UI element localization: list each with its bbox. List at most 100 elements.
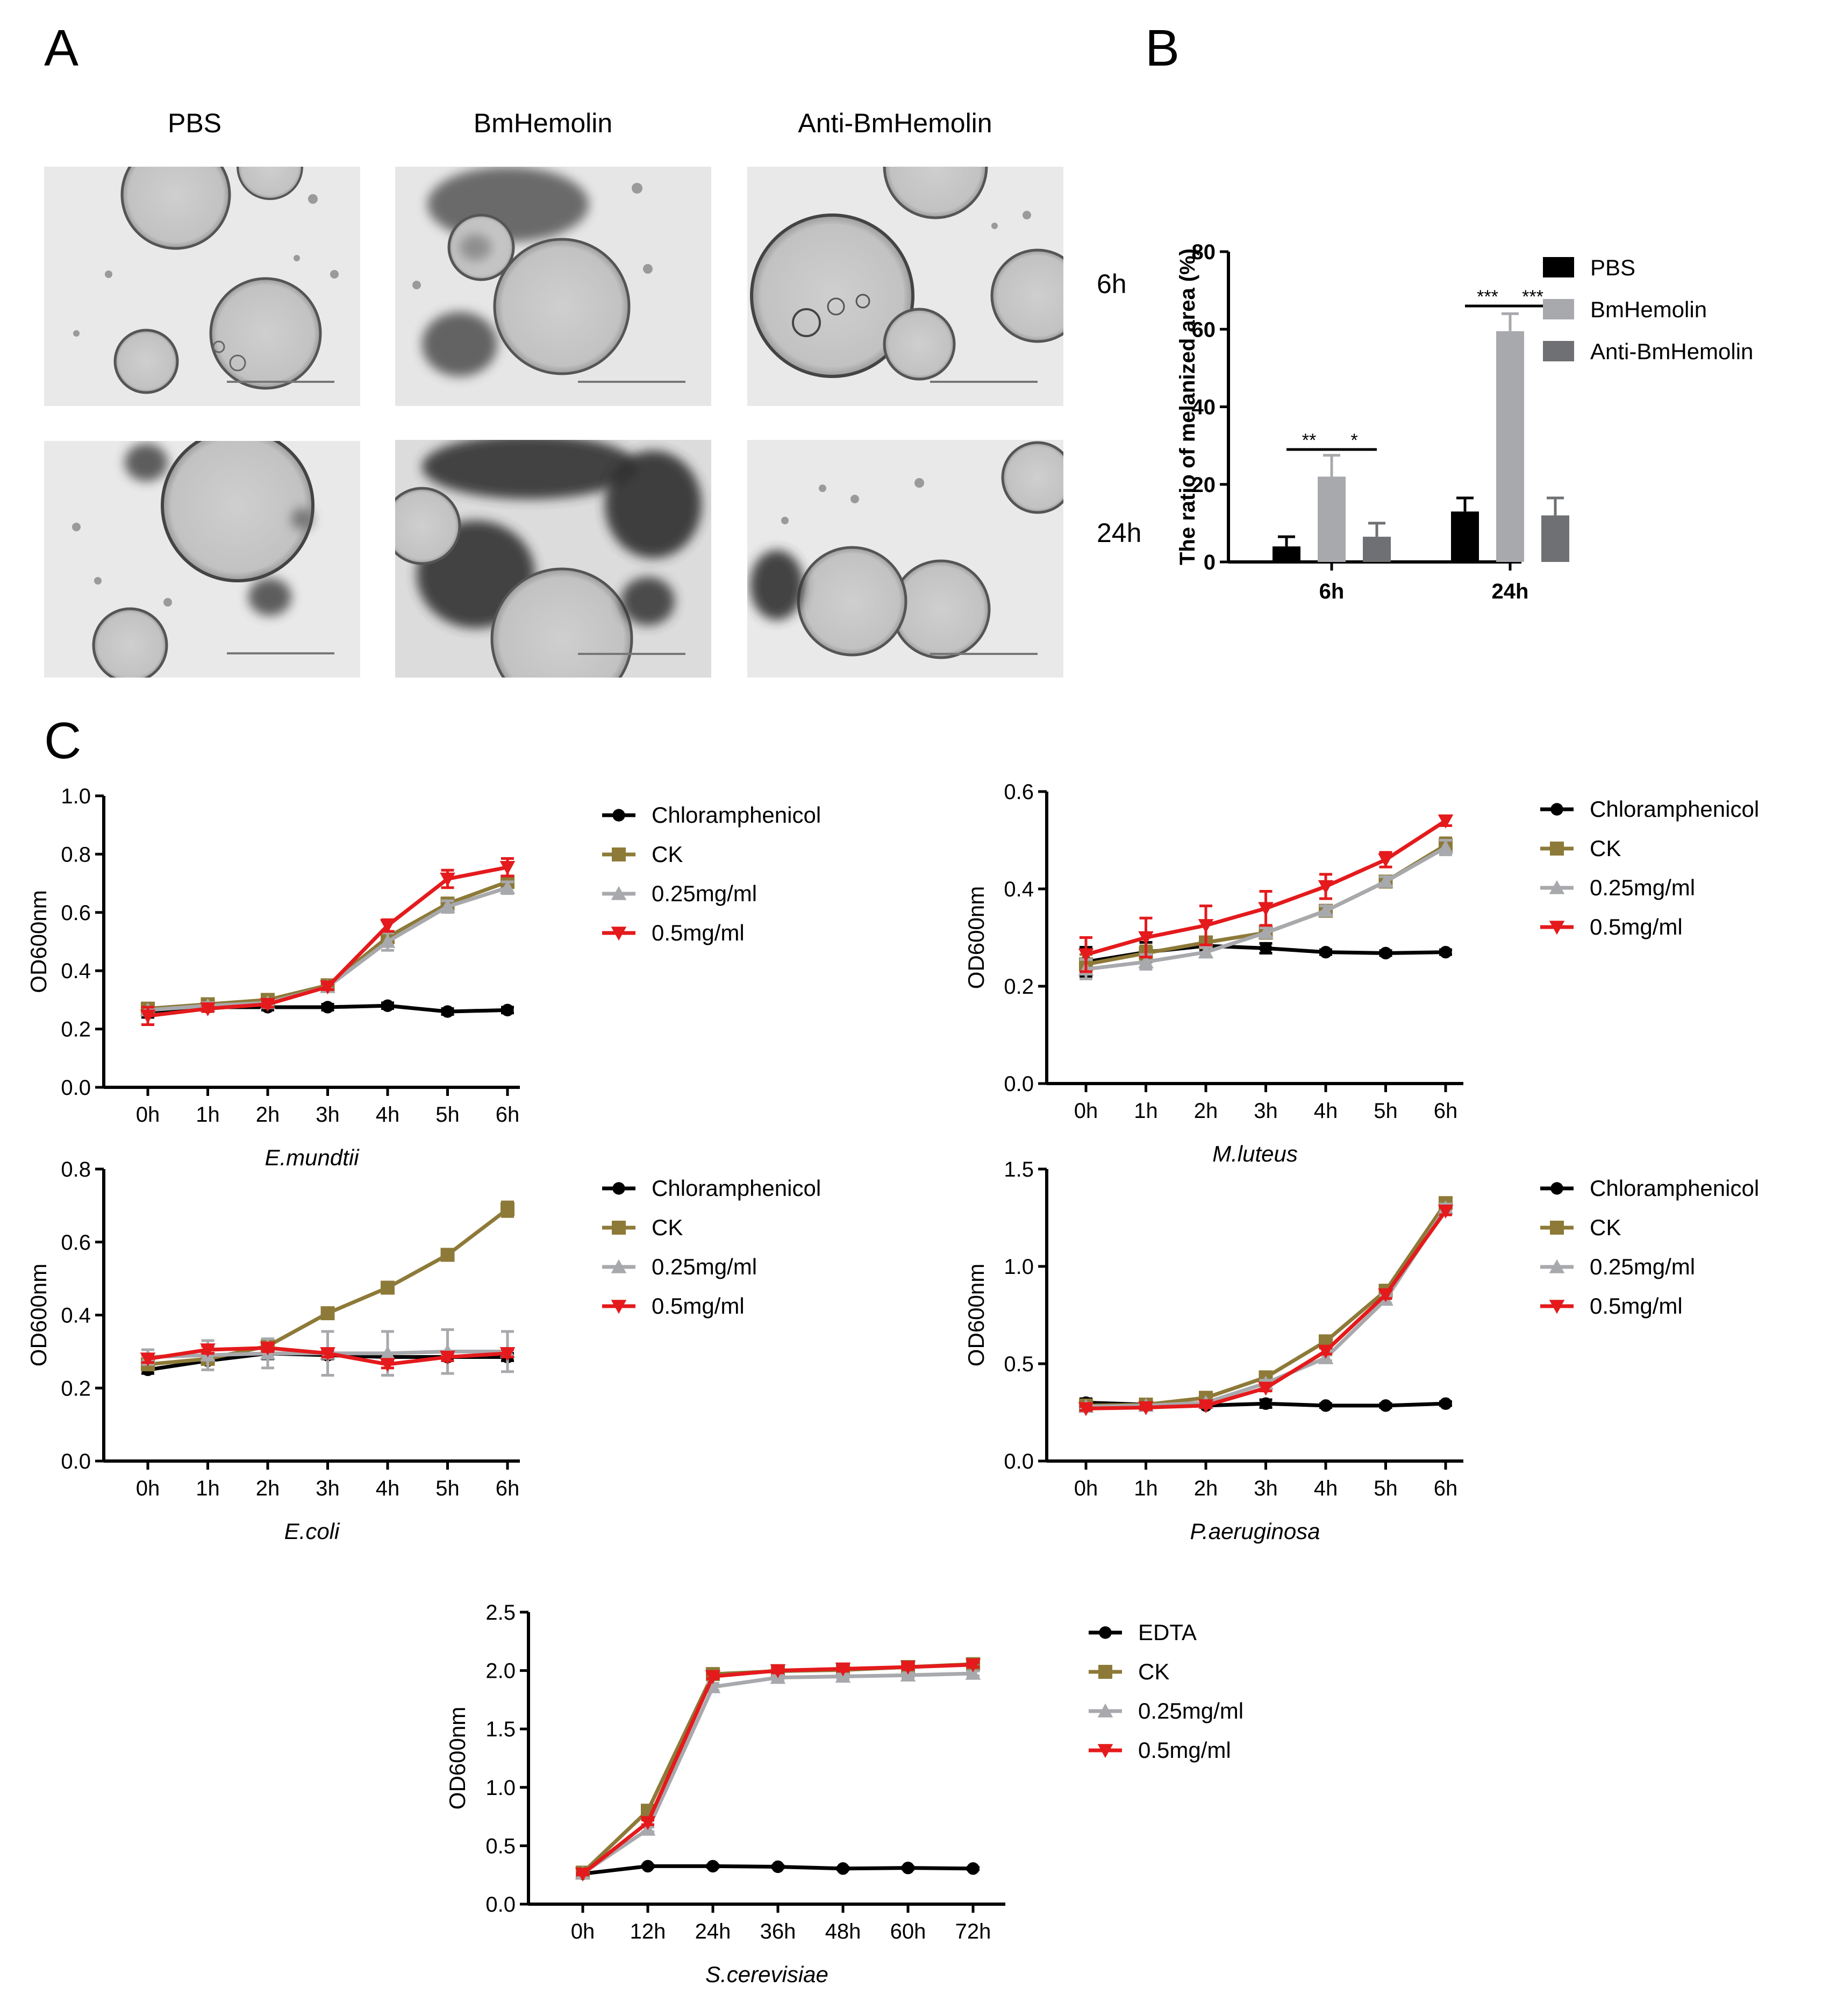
data-point [1198,1399,1214,1414]
data-point [1439,1397,1452,1410]
x-tick-label: 24h [695,1920,731,1943]
data-point [770,1664,786,1678]
data-point [967,1862,980,1875]
data-point [499,861,516,875]
data-point [321,1001,334,1014]
legend-label: 0.25mg/ml [652,1254,757,1279]
data-point [499,880,516,894]
x-tick-label: 5h [435,1477,460,1500]
series-line [581,1662,974,1874]
data-point [1319,1399,1332,1412]
data-point [611,927,627,941]
data-point [612,1221,626,1235]
row-header-6h: 6h [1097,269,1127,299]
data-point [902,1861,914,1875]
y-tick-label: 0.6 [61,901,91,925]
panel-label-b: B [1145,19,1180,77]
data-point [612,809,625,822]
legend-swatch [1543,341,1574,361]
data-point [900,1661,916,1675]
micrograph-anti-bmhemolin-24h [747,440,1063,678]
data-point [1549,1300,1565,1314]
x-tick-label: 24h [1492,580,1529,603]
y-tick-label: 40 [1192,396,1216,419]
bar [1496,331,1524,562]
data-point [575,1867,591,1882]
data-point [380,1358,396,1372]
x-tick-label: 5h [435,1103,460,1127]
legend-label: 0.5mg/ml [1590,914,1683,939]
micrograph-pbs-6h [44,167,360,406]
legend-swatch [1543,299,1574,319]
legend-label: CK [1590,1215,1621,1240]
data-point [1098,1665,1112,1679]
y-tick-label: 60 [1192,318,1216,341]
data-point [1549,880,1565,894]
data-point [440,1350,455,1365]
legend-label: 0.25mg/ml [1590,1254,1695,1279]
y-tick-label: 0.0 [61,1450,91,1473]
data-point [1378,874,1393,888]
data-point [1198,919,1214,934]
y-tick-label: 0.2 [61,1018,91,1042]
data-point [611,886,627,900]
x-tick-label: 4h [376,1477,400,1500]
legend-label: EDTA [1138,1620,1197,1645]
data-point [1379,946,1392,960]
x-tick-label: 3h [1254,1477,1278,1500]
data-point [837,1862,849,1875]
micrograph-anti-bmhemolin-6h [747,167,1063,406]
bar [1318,476,1346,562]
data-point [1078,948,1094,963]
legend-label: Anti-BmHemolin [1590,339,1753,364]
data-point [1378,1288,1393,1302]
data-point [320,1347,335,1362]
data-point [1319,945,1332,959]
panel-label-a: A [44,19,78,77]
data-point [380,1345,396,1360]
y-axis-title: The ratio of melanized area (%) [1176,248,1199,565]
y-axis-title: OD600nm [26,1264,51,1366]
data-point [1549,921,1565,935]
x-tick-label: 1h [196,1103,220,1127]
data-point [641,1860,654,1873]
data-point [1198,944,1214,959]
data-point [1097,1744,1113,1758]
y-tick-label: 0.0 [61,1076,91,1100]
data-point [611,1300,627,1314]
x-tick-label: 1h [1134,1099,1158,1123]
chart-title: S.cerevisiae [705,1962,828,1987]
micrograph-bmhemolin-6h [395,167,711,406]
data-point [706,1860,719,1873]
y-tick-label: 0.0 [1004,1072,1034,1096]
legend-label: CK [1138,1659,1169,1684]
data-point [705,1670,721,1684]
series-line [582,1671,974,1875]
data-point [1097,1703,1113,1718]
col-header-anti-bmhemolin: Anti-BmHemolin [798,108,992,138]
chart-title: M.luteus [1212,1141,1298,1166]
data-point [640,1816,656,1830]
x-tick-label: 3h [316,1477,340,1500]
data-point [320,980,335,995]
data-point [1318,880,1334,894]
bar [1451,511,1479,562]
x-tick-label: 12h [630,1920,666,1943]
x-tick-label: 3h [1254,1099,1278,1123]
legend-label: PBS [1590,255,1635,280]
y-tick-label: 1.0 [485,1776,516,1800]
data-point [1438,839,1454,854]
data-point [1258,902,1274,916]
legend-label: CK [652,842,683,867]
data-point [1550,842,1564,856]
y-axis-title: OD600nm [963,886,989,989]
chart-c3-e-coli: 0.0 0.2 0.4 0.6 0.8 0h 1h 2h 3h 4h 5h 6h E.coli OD600… [26,1158,821,1544]
data-point [501,1003,514,1017]
y-tick-label: 0.5 [1004,1352,1034,1376]
y-axis-title: OD600nm [445,1707,470,1810]
data-point [1378,853,1393,867]
chart-title: E.coli [284,1519,340,1544]
y-tick-label: 2.0 [485,1659,516,1683]
data-point [771,1860,784,1873]
